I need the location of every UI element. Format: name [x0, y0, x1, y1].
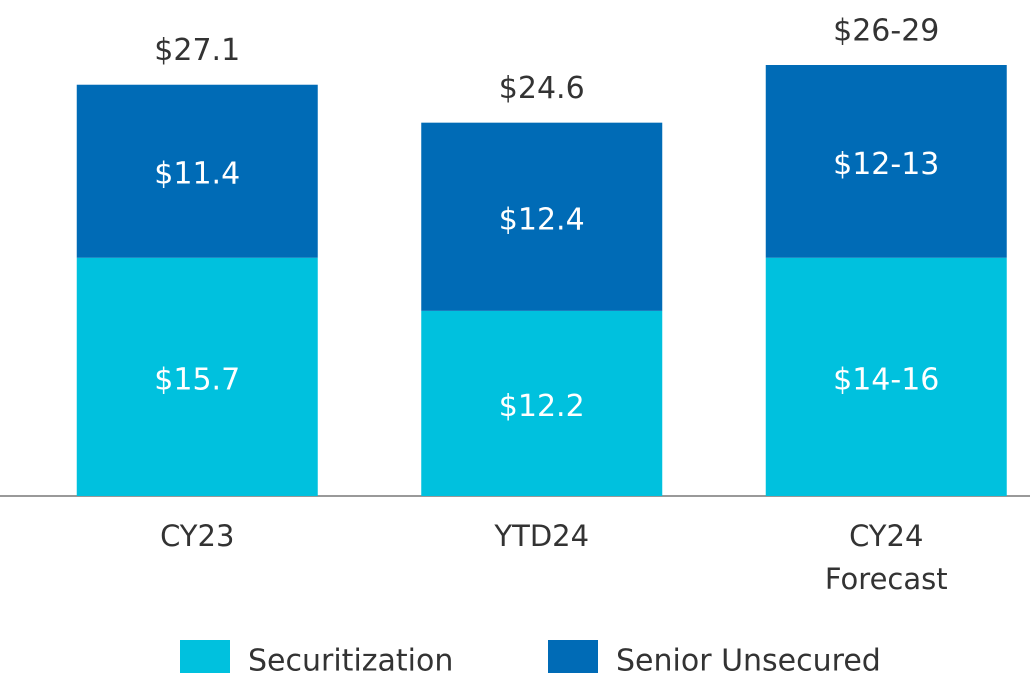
bar-segment: [421, 122, 663, 311]
value-label: $11.4: [154, 157, 240, 192]
bar-segment: [765, 65, 1007, 258]
bar-segment: [421, 310, 663, 496]
total-label: $24.6: [499, 71, 585, 106]
x-tick-label: CY23: [160, 519, 235, 553]
value-label: $12.2: [499, 389, 585, 424]
value-label: $12-13: [833, 147, 939, 182]
bar-segment: [765, 257, 1007, 496]
x-tick-label: CY24 Forecast: [824, 519, 948, 596]
value-label: $12.4: [499, 202, 585, 237]
total-label: $27.1: [154, 33, 240, 68]
bar-segment: [76, 84, 318, 258]
total-label: $26-29: [833, 14, 939, 49]
legend-swatch: [180, 640, 230, 673]
value-label: $15.7: [154, 362, 240, 397]
x-tick-label: YTD24: [494, 519, 590, 553]
legend-swatch: [548, 640, 598, 673]
value-label: $14-16: [833, 362, 939, 397]
legend-label: Securitization: [248, 644, 453, 673]
bar-segment: [76, 257, 318, 496]
legend-label: Senior Unsecured: [616, 644, 881, 673]
